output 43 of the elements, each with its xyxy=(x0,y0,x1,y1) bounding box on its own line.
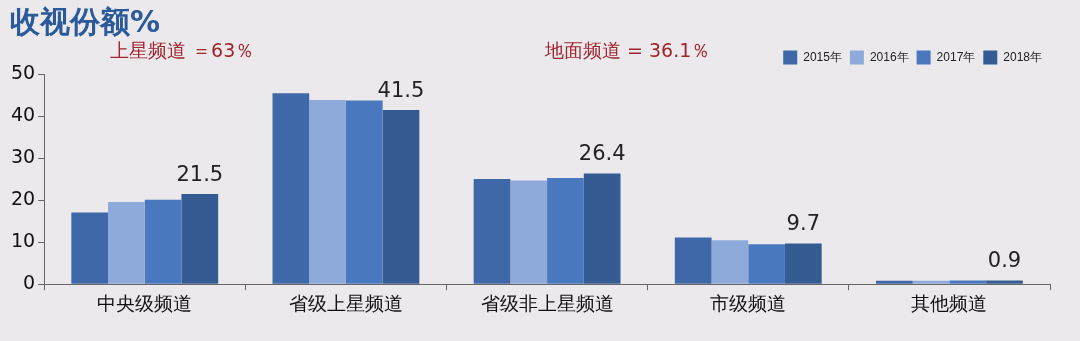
bar xyxy=(875,280,913,284)
bar xyxy=(108,201,145,284)
bar xyxy=(583,173,621,284)
bar xyxy=(912,280,950,284)
bar xyxy=(272,93,310,284)
y-tick-label: 50 xyxy=(10,61,36,84)
y-tick-label: 30 xyxy=(10,145,36,168)
y-tick-label: 20 xyxy=(10,187,36,210)
legend-label: 2015年 xyxy=(803,49,842,64)
bar xyxy=(547,178,584,284)
bar xyxy=(382,110,420,284)
bar xyxy=(711,240,749,284)
chart-title: 收视份额% xyxy=(10,3,161,41)
bar xyxy=(986,280,1023,284)
y-tick-label: 40 xyxy=(10,103,36,126)
legend-label: 2017年 xyxy=(936,49,976,64)
data-label: 41.5 xyxy=(377,78,425,103)
bar xyxy=(949,280,987,284)
x-tick-label: 其他频道 xyxy=(911,291,988,314)
data-label: 21.5 xyxy=(176,161,224,186)
bar xyxy=(144,199,182,284)
data-label: 26.4 xyxy=(578,141,626,166)
bar xyxy=(784,243,822,284)
x-tick-label: 市级频道 xyxy=(710,291,787,314)
bar xyxy=(473,178,511,284)
bar xyxy=(71,212,109,284)
x-tick-label: 省级上星频道 xyxy=(288,291,403,314)
bar xyxy=(748,244,785,284)
x-tick-label: 省级非上星频道 xyxy=(480,291,614,314)
y-tick-label: 10 xyxy=(10,229,36,252)
text: 地面频道 = 36.1％ xyxy=(545,38,711,63)
bar xyxy=(510,180,548,284)
legend-label: 2018年 xyxy=(1003,49,1043,64)
data-label: 9.7 xyxy=(786,211,821,236)
bar xyxy=(345,100,383,284)
legend-label: 2016年 xyxy=(869,49,909,64)
bar xyxy=(181,193,219,284)
data-label: 0.9 xyxy=(987,248,1022,273)
text: 上星频道 ＝63％ xyxy=(110,38,255,63)
x-tick-label: 中央级频道 xyxy=(97,291,193,314)
bar xyxy=(674,237,712,284)
y-tick-label: 0 xyxy=(23,271,36,294)
bar xyxy=(309,100,346,284)
